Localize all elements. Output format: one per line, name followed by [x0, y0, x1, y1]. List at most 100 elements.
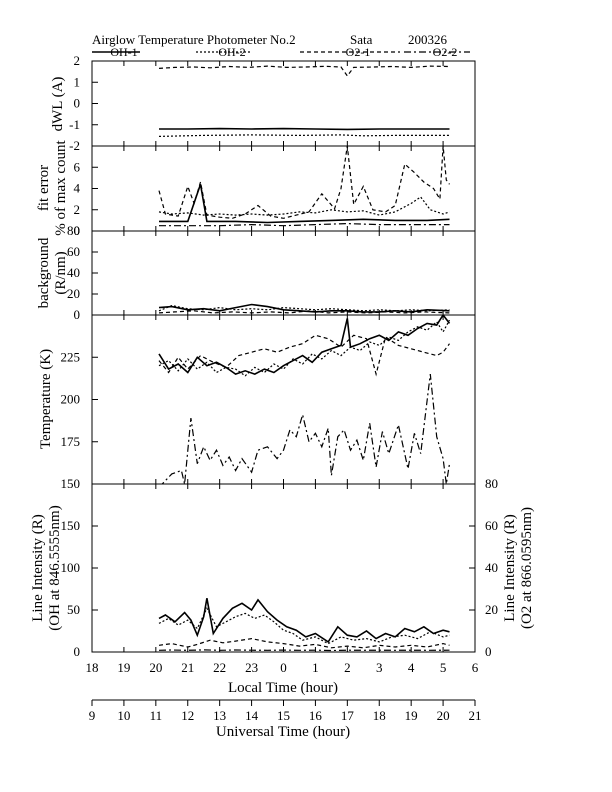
local-time-tick-label: 23	[245, 660, 258, 675]
series-dwl-oh-2	[158, 134, 450, 137]
universal-time-tick-label: 20	[437, 708, 450, 723]
local-time-tick-label: 20	[149, 660, 162, 675]
ylabel-right-intensity: Line Intensity (R)	[502, 514, 518, 621]
series-fit-o2-2	[159, 222, 450, 227]
panel-frame-temp	[91, 314, 476, 485]
panel-frame-intensity	[91, 483, 476, 653]
universal-time-tick-label: 21	[469, 708, 482, 723]
series-fit-oh-1	[159, 184, 450, 224]
local-time-tick-label: 18	[86, 660, 99, 675]
universal-time-tick-label: 11	[150, 708, 163, 723]
ylabel-fit: fit error	[36, 165, 52, 211]
ytick-label-fit: 4	[74, 181, 81, 196]
ytick-label-intensity: 150	[61, 518, 81, 533]
series-intensity-o2-1	[158, 637, 450, 649]
universal-time-tick-label: 19	[405, 708, 418, 723]
local-time-tick-label: 6	[472, 660, 479, 675]
ytick-right-label-intensity: 0	[485, 644, 492, 659]
ylabel-fit-2: % of max count	[53, 139, 69, 235]
ytick-label-temp: 175	[61, 434, 81, 449]
series-temp-oh-1	[158, 315, 451, 375]
series-intensity-oh-1	[158, 598, 450, 644]
local-time-tick-label: 4	[408, 660, 415, 675]
date-label: 200326	[408, 32, 448, 47]
ytick-right-label-intensity: 40	[485, 560, 498, 575]
legend: OH-1 OH-2 O2-1 O2-2	[92, 45, 470, 59]
universal-time-tick-label: 12	[181, 708, 194, 723]
ytick-right-label-intensity: 80	[485, 476, 498, 491]
universal-time-axis: 9 10 11 12 13 14 15 16 17 18 19 20 21	[89, 699, 482, 723]
universal-time-tick-label: 9	[89, 708, 96, 723]
ytick-label-temp: 150	[61, 476, 81, 491]
local-time-tick-label: 5	[440, 660, 447, 675]
legend-label-o2-1: O2-1	[346, 45, 371, 59]
ylabel-bg-2: (R/nm)	[53, 251, 69, 294]
universal-time-tick-label: 15	[277, 708, 290, 723]
panel-frame-dwl	[91, 60, 476, 147]
ytick-label-fit: 2	[74, 202, 81, 217]
series-fit-oh-2	[158, 196, 450, 216]
ytick-label-bg: 20	[67, 286, 80, 301]
ytick-label-dwl: -2	[69, 138, 80, 153]
ytick-label-dwl: 2	[74, 53, 81, 68]
ylabel-intensity: Line Intensity (R)	[30, 514, 46, 621]
ytick-label-temp: 200	[61, 392, 81, 407]
universal-time-tick-label: 16	[309, 708, 323, 723]
panel-fit: 6 4 2 0 fit error% of max count	[36, 139, 476, 238]
series-temp-oh-2	[158, 319, 451, 377]
legend-label-o2-2: O2-2	[433, 45, 458, 59]
local-time-tick-label: 0	[280, 660, 287, 675]
series-temp-o2-1	[158, 334, 450, 377]
local-time-axis-label: Local Time (hour)	[228, 680, 338, 696]
ytick-label-intensity: 0	[74, 644, 81, 659]
panel-frame-bg	[91, 230, 476, 316]
universal-time-tick-label: 10	[117, 708, 130, 723]
ylabel-temp: Temperature (K)	[38, 349, 54, 449]
series-bg-oh-1	[158, 303, 450, 313]
ylabel-right-intensity: (O2 at 866.0595nm)	[519, 507, 535, 629]
ytick-label-intensity: 50	[67, 602, 80, 617]
local-time-tick-label: 1	[312, 660, 319, 675]
ylabel-dwl: dWL (A)	[50, 77, 66, 132]
series-intensity-oh-2	[158, 606, 450, 645]
ytick-label-dwl: 0	[74, 96, 81, 111]
ytick-label-bg: 60	[67, 244, 80, 259]
ylabel-intensity-2: (OH at 846.5555nm)	[47, 505, 63, 630]
series-temp-o2-2	[161, 374, 451, 484]
ytick-label-intensity: 100	[61, 560, 81, 575]
ytick-label-fit: 0	[74, 223, 81, 238]
local-time-tick-label: 22	[213, 660, 226, 675]
ylabel-bg: background	[36, 237, 52, 308]
universal-time-tick-label: 14	[245, 708, 259, 723]
universal-time-tick-label: 13	[213, 708, 226, 723]
series-dwl-o2-1	[158, 65, 450, 77]
ytick-label-dwl: 1	[74, 74, 81, 89]
panel-temp: 225 200 175 150 Temperature (K)	[38, 314, 476, 491]
ytick-label-bg: 40	[67, 265, 80, 280]
site-name: Sata	[350, 32, 373, 47]
series-dwl-oh-1	[159, 127, 450, 131]
local-time-tick-label: 2	[344, 660, 351, 675]
legend-label-oh-1: OH-1	[110, 45, 137, 59]
ytick-label-bg: 0	[74, 307, 81, 322]
local-time-tick-label: 3	[376, 660, 383, 675]
universal-time-axis-label: Universal Time (hour)	[216, 724, 350, 740]
ytick-label-fit: 6	[74, 159, 81, 174]
local-time-axis: 18 19 20 21 22 23 0 1 2 3 4 5 6	[86, 660, 479, 675]
universal-time-tick-label: 18	[373, 708, 386, 723]
legend-label-oh-2: OH-2	[218, 45, 245, 59]
ytick-label-bg: 80	[67, 223, 80, 238]
local-time-tick-label: 19	[117, 660, 130, 675]
series-intensity-o2-2	[158, 649, 450, 652]
ytick-label-dwl: -1	[69, 117, 80, 132]
panel-bg: 80 60 40 20 0 background (R/nm)	[36, 223, 476, 322]
local-time-tick-label: 21	[181, 660, 194, 675]
universal-time-tick-label: 17	[341, 708, 355, 723]
series-bg-o2-1	[158, 310, 450, 314]
ytick-right-label-intensity: 20	[485, 602, 498, 617]
series-fit-o2-1	[158, 146, 450, 219]
